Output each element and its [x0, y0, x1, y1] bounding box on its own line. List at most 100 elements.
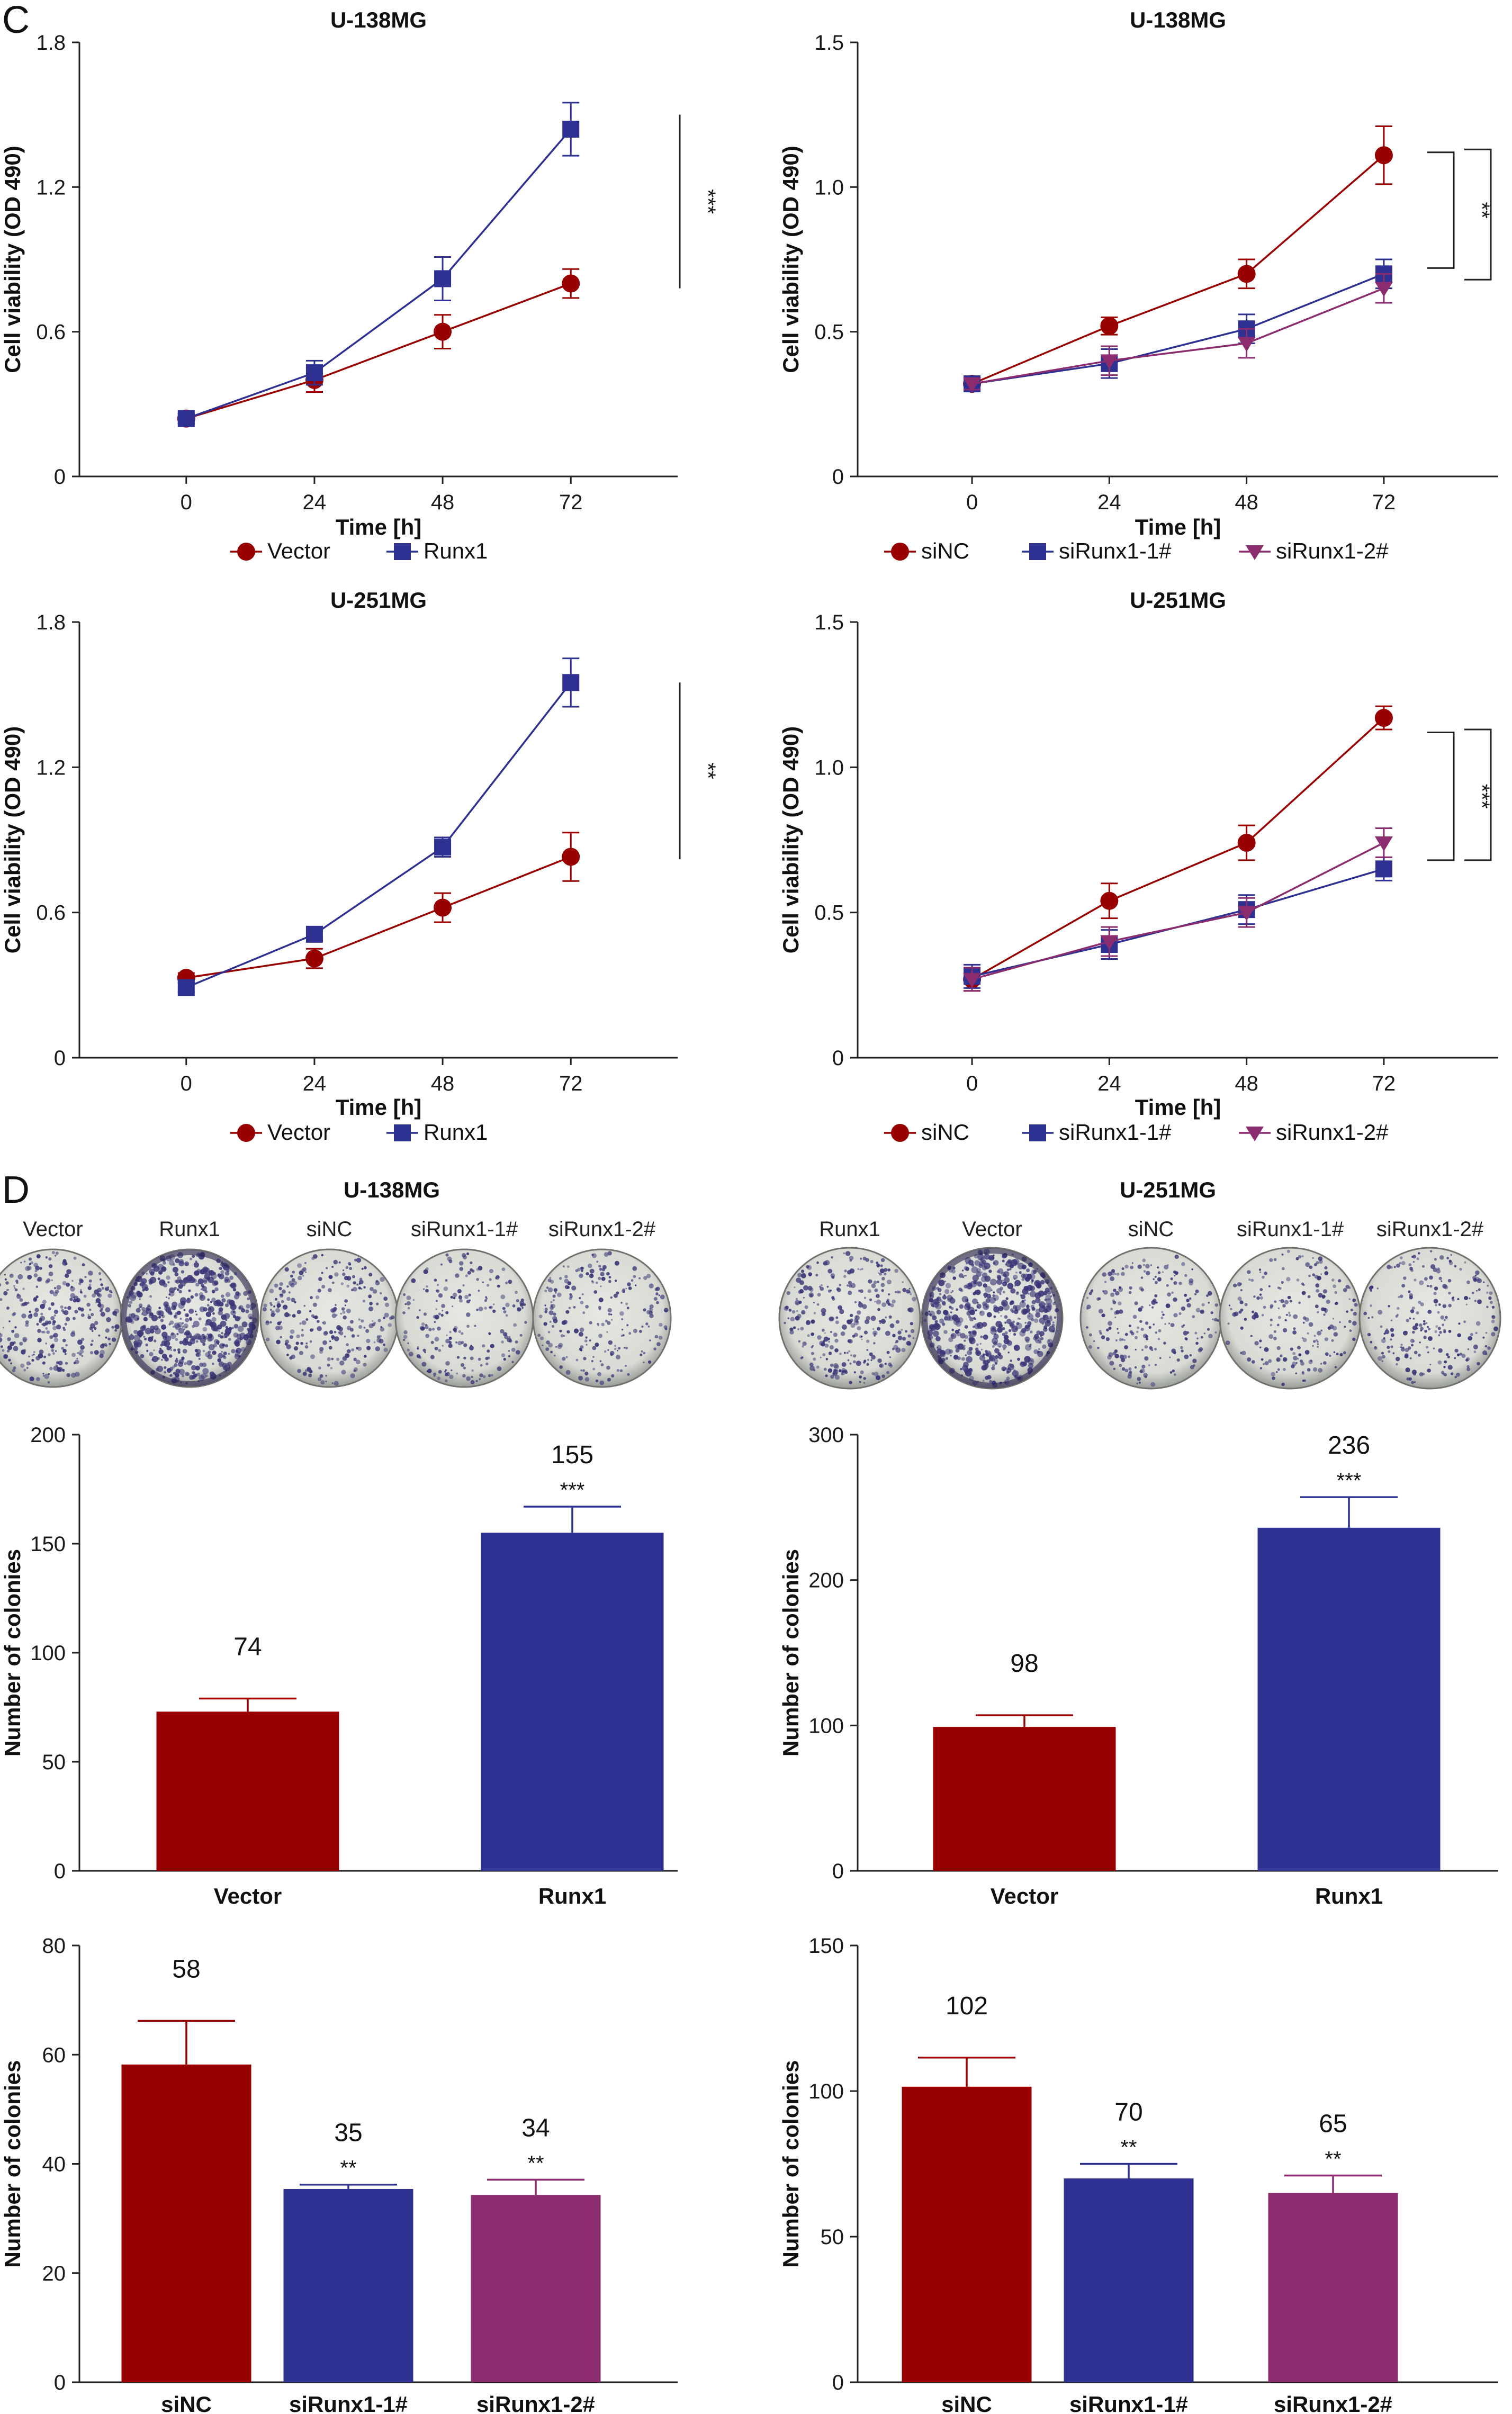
- legend-label: siRunx1-1#: [1059, 538, 1172, 563]
- bar-value-label: 74: [233, 1633, 262, 1661]
- significance-label: ***: [1470, 784, 1493, 809]
- legend-marker: [891, 543, 909, 561]
- y-axis-title: Cell viability (OD 490): [778, 726, 803, 953]
- colony-dots: [1363, 1250, 1498, 1384]
- x-tick-label: 24: [303, 491, 327, 514]
- x-tick-label: 48: [431, 491, 455, 514]
- significance-bracket: [1427, 731, 1455, 861]
- line-chart-2: U-138MG 0 0.5 1.0 1.5 0 24 48 72 Time [h] Cell via…: [778, 7, 1512, 563]
- legend-label: Vector: [267, 538, 330, 563]
- data-point: [1374, 282, 1393, 297]
- x-axis-title: Time [h]: [1135, 1095, 1221, 1120]
- line-chart-1: U-138MG 0 0.6 1.2 1.8 0 24 48 72 Time [h] Cell via…: [0, 7, 719, 563]
- y-tick-label: 1.8: [36, 611, 66, 634]
- y-axis-title: Number of colonies: [778, 2060, 803, 2267]
- data-point: [562, 674, 580, 691]
- legend-marker: [891, 1124, 909, 1142]
- dish-row-title: U-138MG: [344, 1177, 440, 1202]
- significance-bracket: [1464, 148, 1492, 281]
- bar-chart-2: 0 100 200 300 Number of colonies 98 Vector *** 2…: [778, 1424, 1498, 1908]
- data-point: [1100, 317, 1119, 335]
- y-tick-label: 1.0: [814, 176, 844, 199]
- category-label: siRunx1-2#: [1274, 2392, 1392, 2414]
- x-axis-title: Time [h]: [336, 515, 422, 539]
- bar-value-label: 98: [1010, 1650, 1038, 1678]
- colony-dots: [1086, 1255, 1220, 1387]
- legend-label: siNC: [921, 538, 969, 563]
- legend-label: Vector: [267, 1120, 330, 1145]
- legend-marker: [1246, 1127, 1264, 1141]
- x-tick-label: 48: [431, 1072, 455, 1095]
- y-tick-label: 1.5: [814, 31, 844, 55]
- series-line-sinc: [971, 717, 1385, 980]
- x-axis-title: Time [h]: [1135, 515, 1221, 539]
- y-tick-label: 0: [54, 1860, 66, 1883]
- category-label: siRunx1-2#: [476, 2392, 595, 2414]
- legend-label: siRunx1-2#: [1276, 538, 1389, 563]
- data-point: [562, 121, 580, 138]
- x-tick-label: 0: [966, 1072, 978, 1095]
- bar-vector: [156, 1712, 339, 1871]
- legend-label: Runx1: [424, 538, 488, 563]
- dish-label: Vector: [962, 1218, 1022, 1241]
- significance-bracket: [1427, 151, 1455, 269]
- dish-label: siRunx1-1#: [1237, 1218, 1344, 1241]
- series-line-sirunx1-1-: [971, 273, 1384, 385]
- y-tick-label: 0: [54, 2371, 66, 2394]
- dish-label: siNC: [1128, 1218, 1174, 1241]
- bar-sinc: [902, 2086, 1032, 2382]
- significance-label: **: [1507, 206, 1512, 223]
- legend-marker: [394, 1124, 411, 1141]
- colony-dots: [1225, 1249, 1358, 1386]
- data-point: [1237, 265, 1256, 283]
- bar-sirunx1-2-: [471, 2195, 601, 2382]
- legend-label: Runx1: [424, 1120, 488, 1145]
- significance-bracket: [1464, 728, 1492, 861]
- culture-dish: [1358, 1247, 1501, 1390]
- dish-label: Runx1: [159, 1218, 220, 1241]
- x-tick-label: 72: [559, 491, 583, 514]
- colony-dots: [923, 1248, 1059, 1388]
- data-point: [434, 839, 452, 856]
- y-axis-title: Cell viability (OD 490): [778, 146, 803, 373]
- dish-dense-rim: [121, 1250, 258, 1386]
- legend-label: siRunx1-2#: [1276, 1120, 1389, 1145]
- y-axis-title: Cell viability (OD 490): [0, 726, 25, 953]
- colony-dots: [0, 1251, 120, 1384]
- culture-dish: [1079, 1247, 1222, 1390]
- series-line-sirunx1-2-: [971, 842, 1384, 980]
- y-tick-label: 0: [832, 2371, 844, 2394]
- data-point: [1237, 337, 1256, 352]
- category-label: Vector: [214, 1884, 282, 1908]
- bar-value-label: 35: [334, 2119, 362, 2147]
- dish-label: siNC: [307, 1218, 353, 1241]
- colony-dish-row-1: U-138MG Vector Runx1 siNC siRunx1-1# siRunx1-…: [0, 1177, 672, 1388]
- culture-dish: [921, 1247, 1064, 1390]
- bar-sinc: [121, 2064, 251, 2382]
- y-tick-label: 0: [832, 1860, 844, 1883]
- x-tick-label: 48: [1235, 1072, 1258, 1095]
- x-tick-label: 24: [303, 1072, 327, 1095]
- y-tick-label: 20: [42, 2262, 66, 2285]
- series-line-runx1: [186, 682, 572, 989]
- legend-marker: [1029, 543, 1046, 560]
- y-tick-label: 1.2: [36, 176, 66, 199]
- legend-marker: [237, 543, 255, 561]
- series-line-runx1: [186, 128, 572, 420]
- data-point: [434, 322, 452, 341]
- data-point: [1100, 891, 1119, 910]
- y-tick-label: 50: [42, 1751, 66, 1774]
- chart-title: U-251MG: [330, 588, 427, 612]
- colony-dots: [262, 1254, 395, 1386]
- culture-dish: [394, 1248, 534, 1388]
- bar-value-label: 236: [1328, 1431, 1370, 1460]
- bar-value-label: 58: [172, 1955, 200, 1983]
- significance-label: ***: [696, 189, 719, 214]
- y-tick-label: 100: [808, 2080, 844, 2103]
- bar-value-label: 65: [1319, 2110, 1347, 2138]
- data-point: [1100, 935, 1119, 950]
- y-tick-label: 100: [30, 1642, 66, 1665]
- data-point: [1237, 906, 1256, 921]
